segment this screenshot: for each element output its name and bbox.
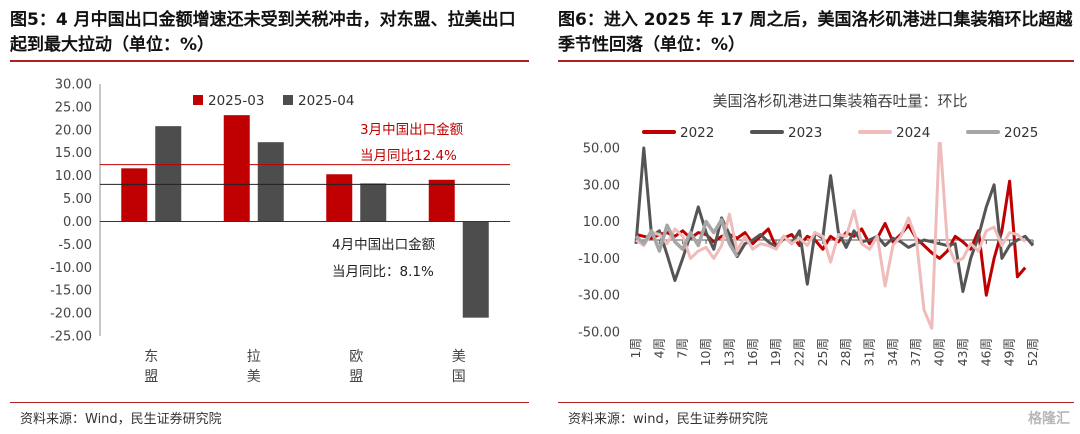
category-label: 欧 (349, 349, 363, 365)
x-tick-label: 40周 (932, 338, 947, 366)
x-tick-label: 31周 (862, 338, 877, 366)
legend-swatch (193, 95, 203, 105)
series-group (634, 142, 1035, 330)
left-panel: 图5：4 月中国出口金额增速还未受到关税冲击，对东盟、拉美出口起到最大拉动（单位… (0, 0, 535, 434)
y-tick-label: 15.00 (55, 146, 92, 161)
category-label: 东 (144, 349, 158, 365)
annotation-label: 4月中国出口金额 (332, 237, 436, 253)
left-chart-title: 图5：4 月中国出口金额增速还未受到关税冲击，对东盟、拉美出口起到最大拉动（单位… (10, 10, 516, 55)
bottom-divider (10, 402, 529, 403)
y-tick-label: 30.00 (583, 178, 620, 193)
y-tick-label: 25.00 (55, 100, 92, 115)
x-tick-label: 19周 (768, 338, 783, 366)
y-tick-label: 10.00 (583, 215, 620, 230)
chart-inner-title: 美国洛杉矶港进口集装箱吞吐量：环比 (712, 92, 967, 110)
y-tick-label: -50.00 (578, 326, 620, 341)
category-label: 盟 (144, 369, 158, 385)
y-tick-label: -25.00 (50, 330, 92, 345)
x-tick-label: 25周 (815, 338, 830, 366)
legend-label: 2025-04 (298, 93, 354, 109)
legend-label: 2024 (896, 125, 930, 141)
x-tick-label: 52周 (1025, 338, 1040, 366)
annotation-label: 3月中国出口金额 (360, 122, 464, 138)
y-tick-label: -20.00 (50, 307, 92, 322)
series-line-2023 (634, 146, 1035, 293)
bar-2025-03-欧盟 (326, 174, 353, 222)
x-tick-label: 43周 (955, 338, 970, 366)
category-label: 拉 (247, 349, 261, 365)
bar-2025-04-拉美 (257, 142, 284, 222)
y-tick-label: 5.00 (63, 192, 92, 207)
right-panel: 图6：进入 2025 年 17 周之后，美国洛杉矶港进口集装箱环比超越季节性回落… (548, 0, 1080, 434)
right-chart-title: 图6：进入 2025 年 17 周之后，美国洛杉矶港进口集装箱环比超越季节性回落… (558, 10, 1073, 55)
y-tick-label: 50.00 (583, 142, 620, 157)
x-tick-label: 13周 (721, 338, 736, 366)
right-source-note: 资料来源：wind，民生证券研究院 (568, 412, 768, 427)
y-tick-label: 30.00 (55, 78, 92, 93)
bar-2025-03-美国 (428, 179, 455, 222)
x-tick-label: 4周 (651, 338, 666, 358)
y-tick-label: -10.00 (50, 261, 92, 276)
y-tick-label: -10.00 (578, 252, 620, 267)
right-line-chart: 美国洛杉矶港进口集装箱吞吐量：环比 2022 2023 2024 2025 50.00 30… (578, 92, 1040, 366)
category-label: 美 (452, 349, 466, 365)
bottom-divider (558, 402, 1074, 403)
legend-label: 2025 (1004, 125, 1038, 141)
bar-2025-04-欧盟 (360, 183, 387, 222)
x-tick-label: 34周 (885, 338, 900, 366)
x-tick-label: 10周 (698, 338, 713, 366)
x-tick-label: 49周 (1002, 338, 1017, 366)
y-tick-label: 10.00 (55, 169, 92, 184)
x-tick-label: 28周 (838, 338, 853, 366)
bar-2025-03-拉美 (223, 115, 250, 222)
bar-2025-04-东盟 (155, 126, 182, 222)
y-tick-label: -5.00 (58, 238, 92, 253)
legend-label: 2022 (680, 125, 714, 141)
bar-2025-03-东盟 (121, 168, 148, 222)
x-tick-label: 22周 (791, 338, 806, 366)
category-label: 美 (247, 369, 261, 385)
y-tick-label: -30.00 (578, 289, 620, 304)
left-source-note: 资料来源：Wind，民生证券研究院 (20, 412, 222, 427)
legend-label: 2025-03 (208, 93, 264, 109)
x-tick-label: 16周 (745, 338, 760, 366)
annotation-label: 当月同比12.4% (360, 148, 457, 164)
series-line-2025 (634, 218, 739, 258)
category-label: 国 (452, 369, 466, 385)
series-line-2024 (635, 142, 1027, 330)
y-tick-label: 20.00 (55, 123, 92, 138)
category-label: 盟 (349, 369, 363, 385)
x-tick-label: 46周 (978, 338, 993, 366)
y-tick-label: 0.00 (63, 215, 92, 230)
x-tick-label: 37周 (908, 338, 923, 366)
left-bar-chart: 30.00 25.00 20.00 15.00 10.00 5.00 0.00 -5.00 -1… (50, 78, 510, 385)
x-tick-label: 7周 (675, 338, 690, 358)
watermark-logo: 格隆汇 (1028, 411, 1070, 427)
bar-2025-04-美国 (462, 221, 489, 318)
title-divider (10, 60, 529, 62)
x-tick-label: 1周 (628, 338, 643, 358)
legend-swatch (283, 95, 293, 105)
legend-label: 2023 (788, 125, 822, 141)
y-tick-label: -15.00 (50, 284, 92, 299)
title-divider (558, 60, 1074, 62)
annotation-label: 当月同比：8.1% (332, 264, 434, 280)
